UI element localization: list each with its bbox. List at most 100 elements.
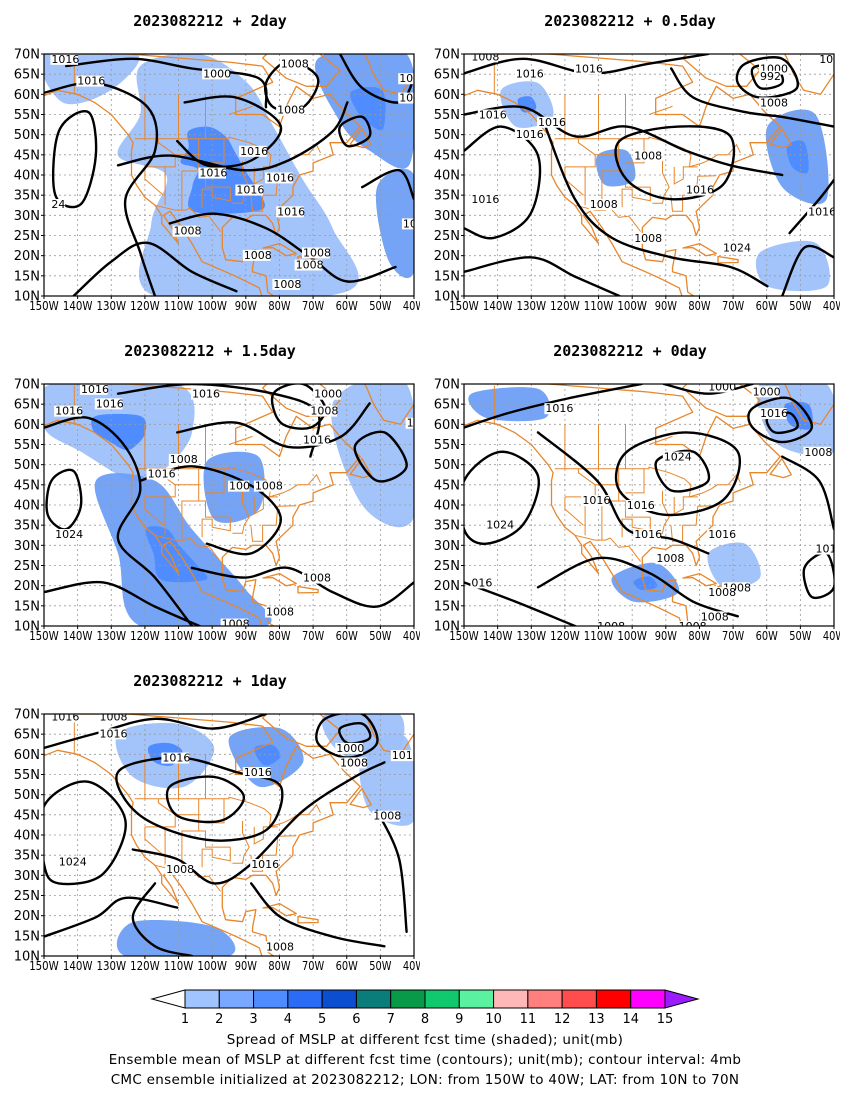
state-border: [144, 166, 164, 196]
mslp-contour: [139, 465, 282, 556]
contour-label: 1000: [336, 742, 364, 755]
contour-label-bg: [279, 58, 308, 70]
contour-label: 1024: [59, 856, 87, 869]
contour-label-bg: [398, 73, 414, 85]
mslp-contour: [781, 455, 834, 531]
lon-label: 60W: [756, 629, 778, 643]
lon-label: 110W: [164, 299, 194, 313]
lat-label: 40N: [434, 169, 460, 184]
contour-label-bg: [76, 75, 104, 87]
lon-label: 60W: [756, 299, 778, 313]
lon-label: 130W: [516, 629, 546, 643]
lon-label: 60W: [336, 299, 358, 313]
coastline-newfoundland: [769, 127, 792, 149]
map-panel-0day: 2023082212 + 0day 1000 1000 1016 1008 1016 10…: [420, 330, 840, 650]
contour-label: 1008: [266, 605, 294, 618]
mslp-contour: [464, 256, 621, 296]
contour-label: 1016: [627, 499, 655, 512]
lon-label: 70W: [302, 959, 324, 973]
mslp-contour: [788, 178, 834, 235]
state-border: [648, 435, 673, 445]
lon-label: 70W: [302, 299, 324, 313]
contour-label: 1008: [303, 246, 331, 259]
lat-label: 15N: [434, 599, 460, 614]
colorbar-label: 3: [249, 1012, 257, 1027]
contour-label-bg: [302, 572, 330, 584]
contour-label-bg: [803, 446, 831, 458]
lon-label: 50W: [789, 299, 811, 313]
lon-label: 90W: [235, 299, 257, 313]
contour-label: 100: [229, 480, 250, 493]
mslp-contour: [735, 56, 799, 99]
mslp-contour: [375, 809, 408, 933]
state-border: [205, 138, 225, 164]
lat-label: 15N: [14, 269, 40, 284]
mslp-contour: [51, 109, 98, 209]
contour-label-bg: [677, 621, 706, 626]
lat-label: 55N: [14, 438, 40, 453]
coastline-cuba: [682, 242, 717, 257]
contour-label-bg: [276, 104, 304, 116]
state-border: [157, 138, 176, 156]
lat-label: 45N: [14, 148, 40, 163]
lat-label: 10N: [14, 950, 40, 965]
contour-label-bg: [625, 500, 654, 511]
spread-shading-high: [91, 413, 147, 451]
contour-label: 1008: [590, 198, 618, 211]
contour-label-bg: [98, 728, 127, 740]
lon-label: 120W: [130, 629, 160, 643]
colorbar-label: 10: [485, 1012, 502, 1027]
lat-label: 10N: [14, 290, 40, 305]
contour-label: 1016: [277, 205, 305, 218]
contour-label-bg: [54, 405, 82, 417]
lon-label: 110W: [164, 959, 194, 973]
state-border: [157, 798, 176, 816]
mslp-contour: [781, 244, 834, 296]
contour-label-bg: [759, 70, 781, 82]
contour-label: 1016: [479, 109, 507, 122]
contour-label-bg: [699, 611, 728, 623]
lat-label: 45N: [434, 148, 460, 163]
state-border: [577, 138, 596, 156]
colorbar-label: 8: [421, 1012, 429, 1027]
contour-label-bg: [470, 54, 498, 63]
coastline-greenland: [783, 384, 834, 425]
map-p3: 1016101610161016100010081008101610081016…: [14, 378, 420, 644]
contour-label-bg: [405, 417, 414, 429]
lat-label: 60N: [14, 748, 40, 763]
lon-label: 140W: [63, 629, 93, 643]
lat-label: 50N: [434, 128, 460, 143]
contour-label-bg: [80, 384, 108, 395]
mslp-contour: [176, 95, 283, 169]
mslp-contour: [338, 722, 372, 745]
colorbar-label: 13: [588, 1012, 605, 1027]
contour-label-bg: [759, 408, 787, 420]
colorbar-over-triangle: [664, 989, 700, 1009]
contour-label-bg: [655, 553, 683, 565]
colorbar-box: [458, 989, 495, 1009]
lon-label: 140W: [483, 629, 513, 643]
contour-label: 1008: [166, 863, 194, 876]
contour-label: 1008: [277, 104, 305, 117]
lon-label: 90W: [235, 629, 257, 643]
contour-label: 1008: [656, 552, 684, 565]
contour-label-bg: [168, 454, 197, 466]
lat-label: 30N: [434, 209, 460, 224]
lat-label: 55N: [14, 108, 40, 123]
lon-label: 140W: [63, 299, 93, 313]
contour-label: 1024: [486, 518, 514, 531]
spread-shading: [94, 473, 272, 626]
lon-label: 90W: [235, 959, 257, 973]
lon-label: 80W: [268, 959, 290, 973]
lon-label: 70W: [722, 629, 744, 643]
colorbar-box: [321, 989, 357, 1009]
lat-label: 45N: [14, 478, 40, 493]
lat-label: 25N: [14, 889, 40, 904]
contour-label: 1008: [407, 417, 420, 430]
panel-title: 2023082212 + 0.5day: [544, 12, 716, 30]
contour-label: 1008: [340, 756, 368, 769]
caption-line-1: Spread of MSLP at different fcst time (s…: [226, 1032, 624, 1048]
lat-label: 15N: [14, 599, 40, 614]
contour-label: 1016: [303, 434, 331, 447]
